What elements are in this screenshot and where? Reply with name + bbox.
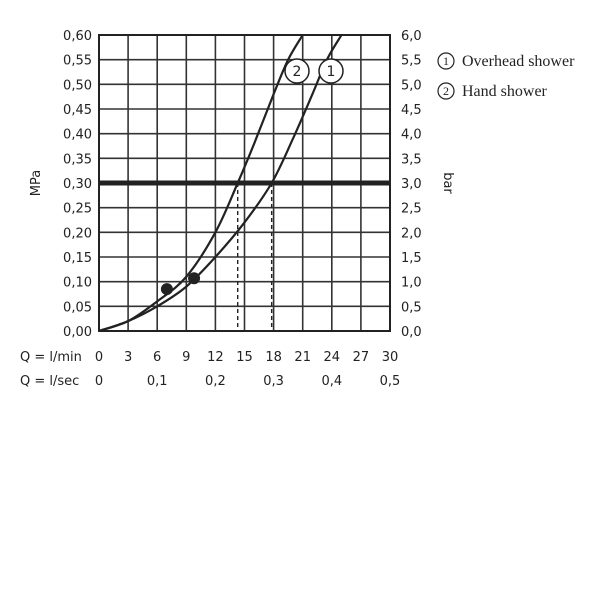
x-tick-label: 18 (265, 350, 282, 365)
reference-lines (99, 180, 390, 331)
y-left-tick-label: 0,25 (63, 202, 92, 217)
y-right-tick-label: 5,5 (401, 54, 422, 69)
x-tick-label: 24 (324, 350, 341, 365)
y-left-tick-label: 0,55 (63, 54, 92, 69)
x-tick-label: 9 (182, 350, 190, 365)
plot-frame (98, 34, 391, 332)
y-right-tick-label: 0,0 (401, 325, 422, 340)
x-tick-label: 0 (95, 374, 103, 389)
y-axis-left-label: MPa (29, 170, 44, 196)
x-tick-label: 12 (207, 350, 224, 365)
y-axis-right-label: bar (440, 172, 455, 194)
x-axis-row-label: Q = l/min (20, 350, 82, 365)
legend: 1 Overhead shower 2 Hand shower (437, 52, 575, 100)
series-marker-circle (284, 58, 310, 84)
x-tick-label: 27 (353, 350, 370, 365)
legend-number: 1 (443, 54, 449, 68)
x-tick-label: 0,2 (205, 374, 226, 389)
y-left-tick-label: 0,15 (63, 251, 92, 266)
legend-label: Overhead shower (462, 53, 575, 70)
x-tick-label: 0 (95, 350, 103, 365)
x-tick-label: 3 (124, 350, 132, 365)
y-right-tick-label: 4,0 (401, 128, 422, 143)
x-tick-label: 0,4 (321, 374, 342, 389)
y-axis-left: 0,00 0,05 0,10 0,15 0,20 0,25 0,30 0,35 0,40 0,45… (63, 29, 92, 340)
y-right-tick-label: 6,0 (401, 29, 422, 44)
series-line (98, 34, 304, 333)
y-left-tick-label: 0,40 (63, 128, 92, 143)
y-right-tick-label: 1,0 (401, 276, 422, 291)
x-tick-label: 30 (382, 350, 399, 365)
plot-border (98, 34, 391, 332)
legend-number-circle (437, 82, 455, 100)
series-marker-label: 2 (293, 64, 302, 80)
y-left-tick-label: 0,35 (63, 152, 92, 167)
y-left-tick-label: 0,05 (63, 300, 92, 315)
y-right-tick-label: 2,0 (401, 226, 422, 241)
y-right-tick-label: 4,5 (401, 103, 422, 118)
y-left-tick-label: 0,00 (63, 325, 92, 340)
series-marker-label: 1 (327, 64, 336, 80)
series-point (188, 272, 201, 285)
y-left-tick-label: 0,60 (63, 29, 92, 44)
y-left-tick-label: 0,20 (63, 226, 92, 241)
x-axis-row-label: Q = l/sec (20, 374, 79, 389)
legend-number: 2 (443, 84, 449, 98)
y-right-tick-label: 3,5 (401, 152, 422, 167)
x-tick-label: 15 (236, 350, 253, 365)
x-tick-label: 6 (153, 350, 161, 365)
x-tick-label: 21 (294, 350, 311, 365)
y-right-tick-label: 3,0 (401, 177, 422, 192)
x-tick-label: 0,1 (147, 374, 168, 389)
y-right-tick-label: 5,0 (401, 78, 422, 93)
legend-number-circle (437, 52, 455, 70)
y-left-tick-label: 0,30 (63, 177, 92, 192)
y-left-tick-label: 0,45 (63, 103, 92, 118)
y-right-tick-label: 0,5 (401, 300, 422, 315)
x-tick-label: 0,3 (263, 374, 284, 389)
x-tick-label: 0,5 (380, 374, 401, 389)
series-line (98, 34, 343, 333)
x-axis: Q = l/min 0 3 6 9 12 15 18 21 24 27 30 Q = l/sec 0 0,1… (20, 350, 400, 389)
series-point (160, 283, 173, 296)
legend-label: Hand shower (462, 83, 548, 100)
y-right-tick-label: 2,5 (401, 202, 422, 217)
y-axis-right: 0,0 0,5 1,0 1,5 2,0 2,5 3,0 3,5 4,0 4,5 5,0 5,5 6,0 (401, 29, 422, 340)
y-left-tick-label: 0,50 (63, 78, 92, 93)
series-marker-circle (318, 58, 344, 84)
y-left-tick-label: 0,10 (63, 276, 92, 291)
y-right-tick-label: 1,5 (401, 251, 422, 266)
